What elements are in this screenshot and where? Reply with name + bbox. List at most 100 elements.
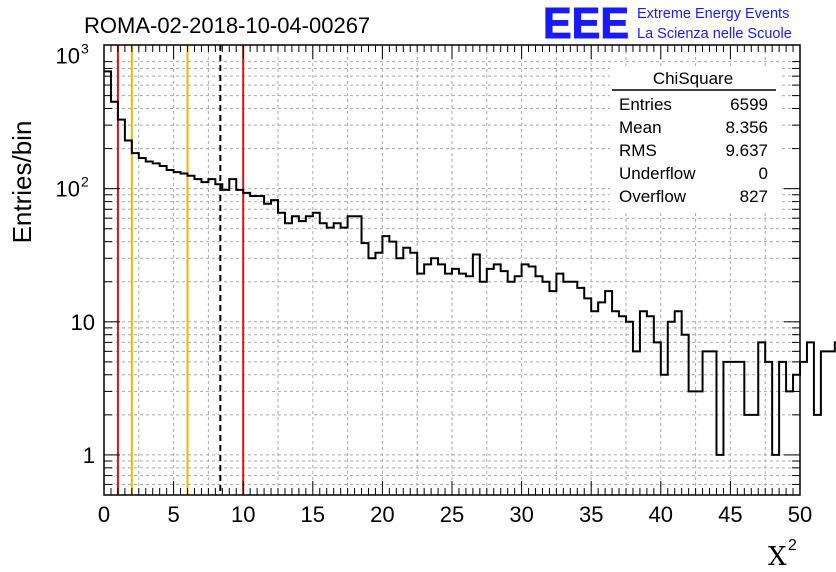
- histogram-bin: [549, 291, 556, 495]
- histogram-bin: [828, 351, 835, 495]
- x-tick-label: 5: [167, 502, 179, 527]
- histogram-bin: [473, 255, 480, 495]
- stats-value-entries: 6599: [730, 95, 768, 114]
- histogram-bin: [299, 221, 306, 495]
- histogram-bin: [389, 242, 396, 495]
- histogram-bin: [334, 223, 341, 495]
- histogram-bin: [682, 335, 689, 495]
- stats-label-underflow: Underflow: [619, 164, 696, 183]
- eee-logo: EEE Extreme Energy Events La Scienza nel…: [543, 0, 792, 49]
- histogram-bin: [438, 264, 445, 495]
- histogram-bin: [201, 182, 208, 495]
- x-axis-label: X 2: [768, 537, 797, 572]
- histogram-bin: [577, 288, 584, 495]
- histogram-bin: [167, 170, 174, 495]
- stats-label-entries: Entries: [619, 95, 672, 114]
- histogram-bin: [431, 258, 438, 495]
- histogram-bin: [153, 163, 160, 495]
- histogram-bin: [229, 179, 236, 495]
- histogram-bin: [786, 391, 793, 495]
- histogram-bin: [675, 311, 682, 495]
- histogram-bin: [466, 276, 473, 495]
- histogram-bin: [556, 274, 563, 495]
- histogram-bin: [174, 172, 181, 495]
- histogram-bin: [494, 264, 501, 495]
- histogram-bin: [396, 258, 403, 495]
- histogram-bin: [661, 375, 668, 495]
- histogram-bin: [668, 322, 675, 495]
- histogram-bin: [487, 269, 494, 495]
- histogram-bin: [536, 276, 543, 495]
- histogram-bin: [313, 213, 320, 495]
- y-tick-label: 10: [71, 310, 95, 335]
- stats-label-rms: RMS: [619, 141, 657, 160]
- histogram-bin: [480, 282, 487, 495]
- histogram-bin: [236, 190, 243, 495]
- histogram-bin: [257, 196, 264, 495]
- histogram-bin: [689, 391, 696, 495]
- histogram-bin: [382, 236, 389, 495]
- histogram-bin: [640, 311, 647, 495]
- histogram-bin: [208, 179, 215, 495]
- histogram-bin: [132, 153, 139, 495]
- histogram-bin: [362, 243, 369, 495]
- histogram-bin: [619, 316, 626, 495]
- histogram-bin: [264, 204, 271, 495]
- x-tick-label: 50: [788, 502, 812, 527]
- histogram-bin: [772, 455, 779, 495]
- x-tick-label: 30: [509, 502, 533, 527]
- y-tick-label: 10: [56, 177, 80, 202]
- histogram-bin: [285, 223, 292, 495]
- histogram-bin: [570, 282, 577, 495]
- histogram-bin: [417, 274, 424, 495]
- histogram-bin: [814, 415, 821, 495]
- x-tick-label: 15: [301, 502, 325, 527]
- histogram-bin: [146, 161, 153, 495]
- stats-box-title: ChiSquare: [653, 69, 733, 88]
- histogram-bin: [703, 351, 710, 495]
- histogram-bin: [633, 351, 640, 495]
- histogram-bin: [320, 223, 327, 495]
- histogram-bin: [779, 362, 786, 495]
- histogram-bin: [452, 269, 459, 495]
- eee-logo-mark: EEE: [543, 0, 629, 48]
- histogram-bin: [821, 351, 828, 495]
- histogram-bin: [563, 282, 570, 495]
- histogram-bin: [355, 216, 362, 495]
- histogram-bin: [529, 267, 536, 495]
- histogram-bin: [522, 264, 529, 495]
- x-tick-label: 25: [440, 502, 464, 527]
- histogram-bin: [612, 311, 619, 495]
- histogram-bin: [181, 173, 188, 495]
- histogram-bin: [501, 271, 508, 495]
- histogram-bin: [222, 190, 229, 495]
- stats-label-mean: Mean: [619, 118, 662, 137]
- histogram-bin: [459, 274, 466, 495]
- stats-box: ChiSquare Entries 6599 Mean 8.356 RMS 9.…: [610, 66, 780, 210]
- histogram-bin: [348, 216, 355, 495]
- histogram-bin: [104, 71, 111, 495]
- histogram-bin: [368, 258, 375, 495]
- stats-label-overflow: Overflow: [619, 187, 687, 206]
- x-tick-label: 45: [718, 502, 742, 527]
- histogram-bin: [515, 276, 522, 495]
- histogram-bin: [306, 216, 313, 495]
- histogram-bin: [327, 228, 334, 495]
- histogram-bin: [758, 342, 765, 495]
- histogram-bin: [194, 179, 201, 495]
- histogram-bin: [445, 274, 452, 495]
- logo-line-1: Extreme Energy Events: [637, 6, 789, 22]
- histogram-bin: [243, 193, 250, 495]
- x-tick-label: 0: [98, 502, 110, 527]
- y-tick-label: 1: [83, 443, 95, 468]
- histogram-bin: [139, 158, 146, 495]
- histogram-bin: [744, 415, 751, 495]
- histogram-bin: [626, 322, 633, 495]
- histogram-bin: [605, 291, 612, 495]
- histogram-bin: [765, 362, 772, 495]
- histogram-bin: [111, 102, 118, 495]
- histogram-bin: [584, 298, 591, 495]
- histogram-bin: [696, 391, 703, 495]
